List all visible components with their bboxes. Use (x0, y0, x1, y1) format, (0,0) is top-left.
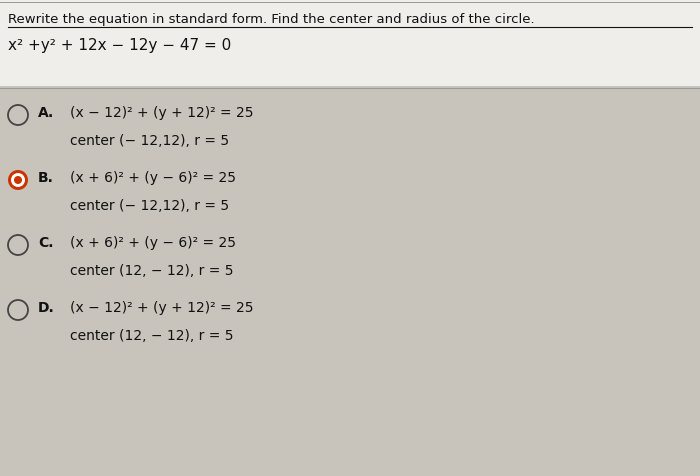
Text: (x + 6)² + (y − 6)² = 25: (x + 6)² + (y − 6)² = 25 (70, 171, 236, 185)
Circle shape (11, 173, 25, 187)
Text: Rewrite the equation in standard form. Find the center and radius of the circle.: Rewrite the equation in standard form. F… (8, 13, 535, 26)
Text: center (− 12,12), r = 5: center (− 12,12), r = 5 (70, 134, 229, 148)
FancyBboxPatch shape (0, 0, 700, 86)
Text: (x + 6)² + (y − 6)² = 25: (x + 6)² + (y − 6)² = 25 (70, 236, 236, 250)
Text: B.: B. (38, 171, 54, 185)
Text: (x − 12)² + (y + 12)² = 25: (x − 12)² + (y + 12)² = 25 (70, 106, 253, 120)
Text: center (− 12,12), r = 5: center (− 12,12), r = 5 (70, 199, 229, 213)
Text: D.: D. (38, 301, 55, 315)
Text: center (12, − 12), r = 5: center (12, − 12), r = 5 (70, 329, 234, 343)
Text: center (12, − 12), r = 5: center (12, − 12), r = 5 (70, 264, 234, 278)
Text: x² +y² + 12x − 12y − 47 = 0: x² +y² + 12x − 12y − 47 = 0 (8, 38, 231, 53)
Text: A.: A. (38, 106, 55, 120)
Text: C.: C. (38, 236, 53, 250)
Text: (x − 12)² + (y + 12)² = 25: (x − 12)² + (y + 12)² = 25 (70, 301, 253, 315)
Circle shape (14, 176, 22, 184)
Circle shape (8, 170, 28, 190)
